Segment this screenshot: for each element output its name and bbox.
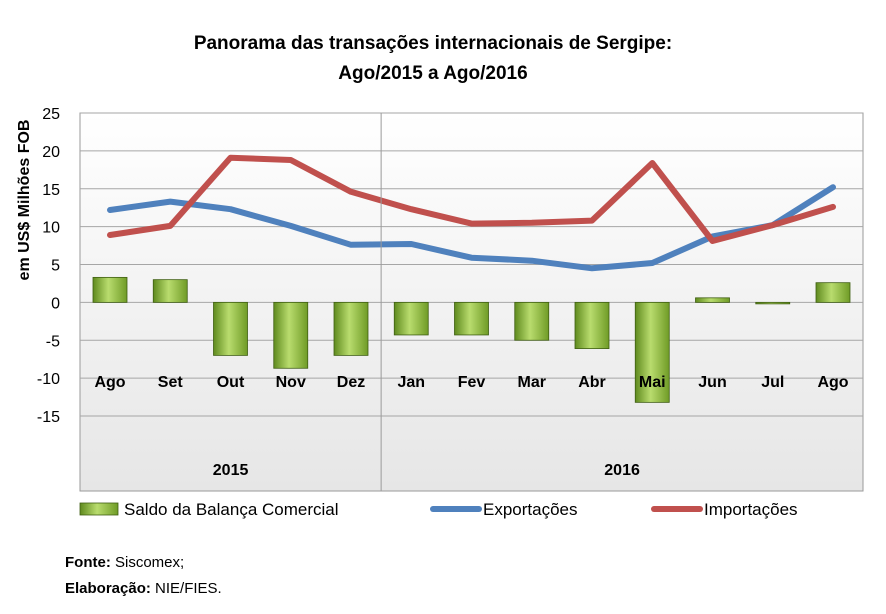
saldo-bar <box>755 301 791 305</box>
saldo-bar <box>152 279 188 303</box>
y-axis-ticks: 25 20 15 10 5 0 -5 -10 -15 <box>37 106 60 426</box>
category-label: Abr <box>578 374 606 391</box>
saldo-bar <box>815 282 851 303</box>
y-axis-label: em US$ Milhões FOB <box>16 120 33 281</box>
category-label: Mai <box>639 374 666 391</box>
category-label: Fev <box>458 374 486 391</box>
footer-credit: Elaboração: NIE/FIES. <box>65 580 222 597</box>
category-label: Jun <box>698 374 726 391</box>
saldo-bar <box>634 301 670 403</box>
y-tick-label: -10 <box>37 371 60 388</box>
y-tick-label: 15 <box>42 182 60 199</box>
category-label: Out <box>217 374 245 391</box>
chart-title-line1: Panorama das transações internacionais d… <box>194 33 672 54</box>
category-label: Jul <box>761 374 784 391</box>
legend-swatch <box>79 502 119 516</box>
legend: Saldo da Balança Comercial Exportações Imp… <box>79 500 798 519</box>
year-group-label: 2015 <box>213 462 249 479</box>
source-value: Siscomex; <box>115 554 185 571</box>
saldo-bar <box>514 301 550 341</box>
y-tick-label: 0 <box>51 295 60 312</box>
saldo-bar <box>213 301 248 356</box>
saldo-bar <box>695 297 730 303</box>
category-label: Nov <box>276 374 306 391</box>
footer-source: Fonte: Siscomex; <box>65 554 184 571</box>
saldo-bar <box>92 276 128 303</box>
y-tick-label: 25 <box>42 106 60 123</box>
category-labels: Ago Set Out Nov Dez Jan Fev Mar Abr Mai Jun Jul Ago <box>94 374 848 391</box>
category-label: Ago <box>94 374 125 391</box>
category-label: Mar <box>518 374 546 391</box>
y-tick-label: 20 <box>42 144 60 161</box>
year-group-labels: 2015 2016 <box>213 113 640 491</box>
credit-label: Elaboração: <box>65 580 151 597</box>
source-label: Fonte: <box>65 554 111 571</box>
saldo-bar <box>454 301 489 336</box>
y-tick-label: 10 <box>42 220 60 237</box>
credit-value: NIE/FIES. <box>155 580 222 597</box>
y-tick-label: -5 <box>46 333 60 350</box>
category-label: Ago <box>817 374 848 391</box>
y-tick-label: 5 <box>51 258 60 275</box>
saldo-bar <box>333 301 369 356</box>
legend-label: Exportações <box>483 500 578 519</box>
line-importa-es <box>107 154 836 244</box>
year-group-label: 2016 <box>604 462 640 479</box>
legend-label: Saldo da Balança Comercial <box>124 500 339 519</box>
saldo-bar <box>393 301 429 336</box>
line-series <box>107 154 836 272</box>
chart-title-line2: Ago/2015 a Ago/2016 <box>338 63 527 84</box>
legend-label: Importações <box>704 500 798 519</box>
category-label: Set <box>158 374 184 391</box>
category-label: Dez <box>337 374 365 391</box>
saldo-bar <box>574 301 610 349</box>
bar-series <box>92 276 851 403</box>
category-label: Jan <box>397 374 425 391</box>
saldo-bar <box>273 301 309 369</box>
y-tick-label: -15 <box>37 409 60 426</box>
